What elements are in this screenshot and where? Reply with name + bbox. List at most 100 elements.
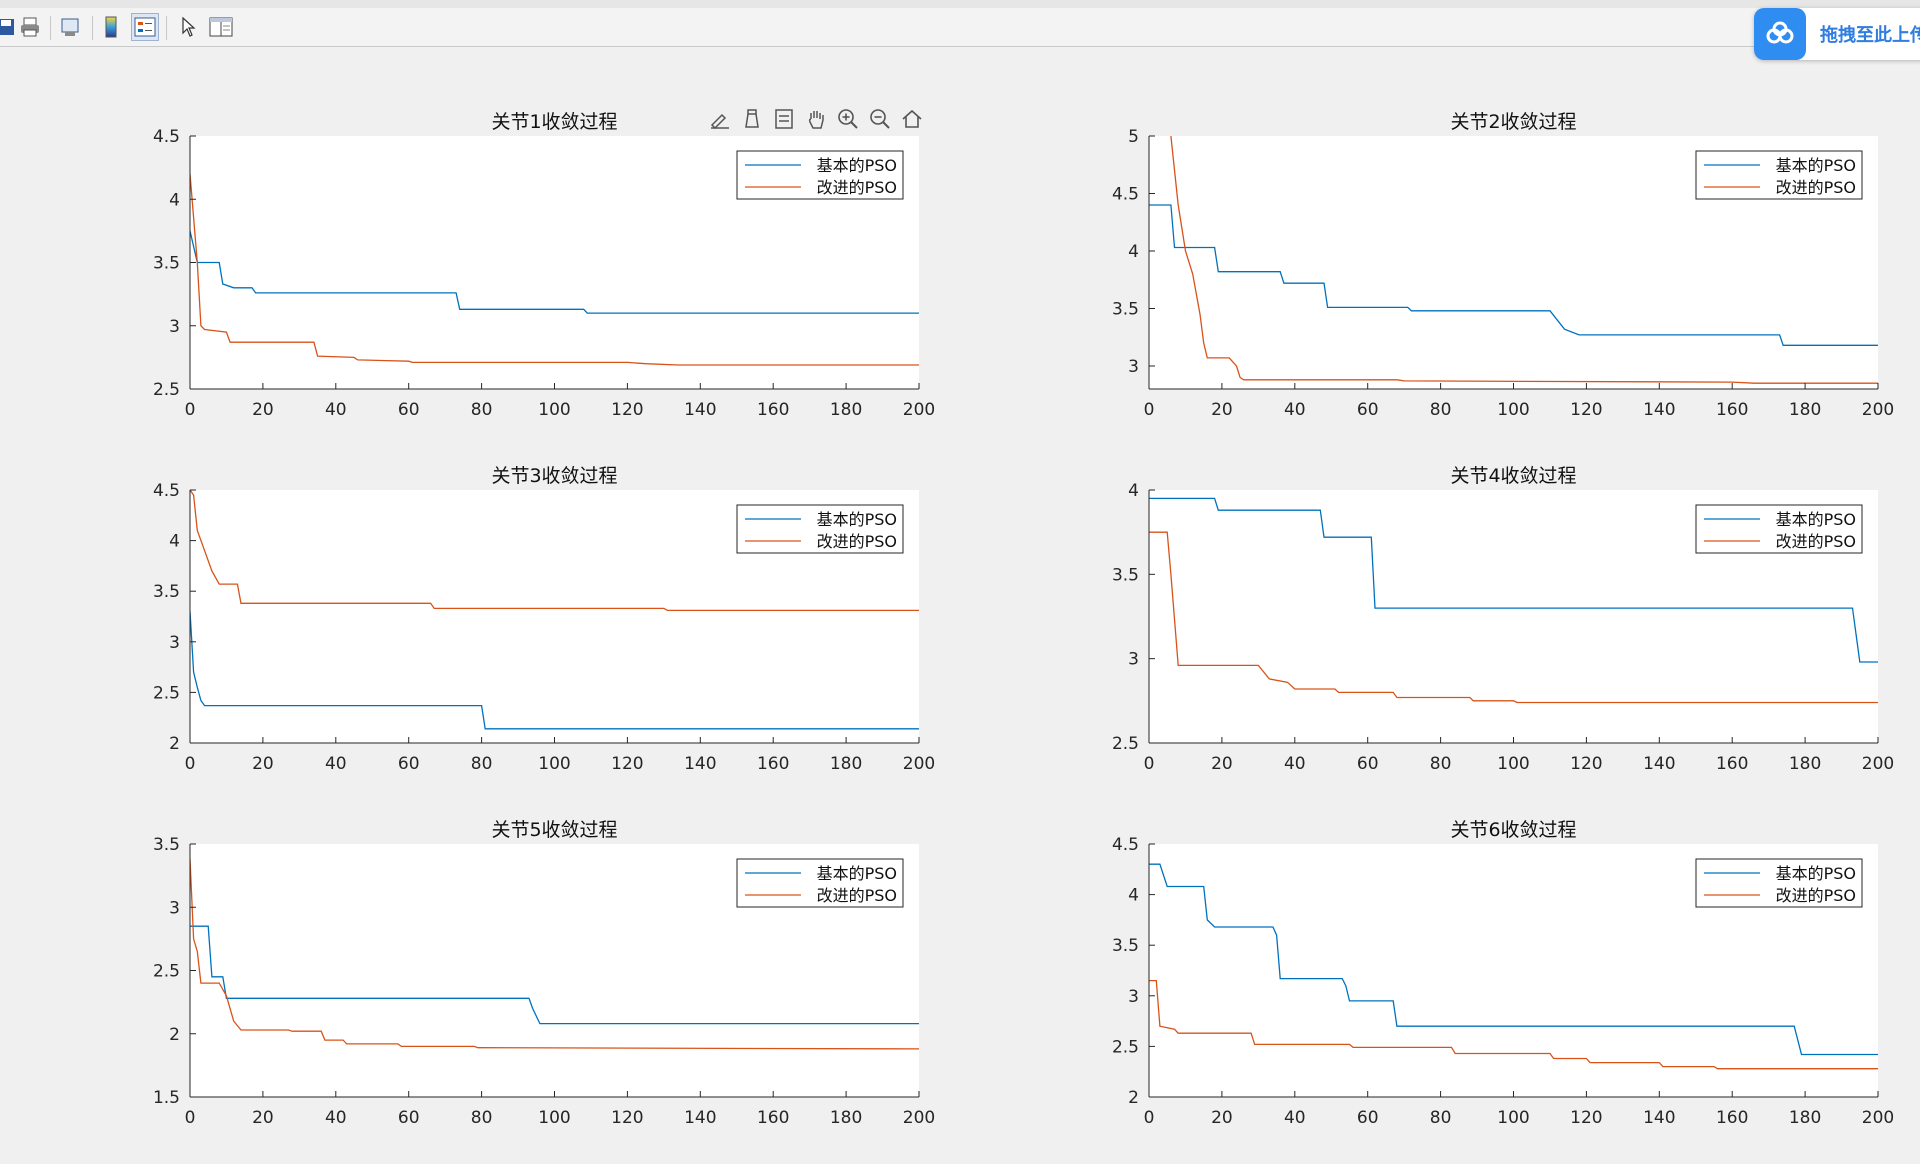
y-tick-label: 2.5 [1112, 1037, 1139, 1057]
y-tick-label: 3.5 [1112, 565, 1139, 585]
chart-title: 关节3收敛过程 [491, 465, 617, 487]
toolbar-separator [166, 16, 167, 40]
x-tick-label: 80 [1430, 754, 1452, 774]
series-line-improved [190, 173, 919, 366]
x-tick-label: 120 [611, 754, 643, 774]
x-tick-label: 20 [252, 754, 274, 774]
x-tick-label: 140 [684, 400, 716, 420]
legend-icon[interactable] [131, 13, 159, 41]
series-line-improved [190, 859, 919, 1050]
legend-box [736, 858, 904, 908]
save-icon[interactable] [0, 13, 20, 41]
x-tick-label: 160 [1716, 1108, 1748, 1128]
x-tick-label: 20 [1211, 754, 1233, 774]
toolbar-separator [50, 16, 51, 40]
x-tick-label: 120 [1570, 1108, 1602, 1128]
upload-label: 拖拽至此上传 [1820, 25, 1920, 45]
x-tick-label: 200 [1862, 400, 1894, 420]
cloud-icon [1754, 8, 1806, 60]
pointer-icon[interactable] [174, 13, 202, 41]
x-tick-label: 100 [1497, 1108, 1529, 1128]
y-tick-label: 3 [169, 898, 180, 918]
x-tick-label: 160 [757, 1108, 789, 1128]
chart-title: 关节5收敛过程 [491, 819, 617, 841]
legend-label: 基本的PSO [817, 156, 897, 175]
legend-box [1695, 858, 1863, 908]
y-tick-label: 3 [1128, 987, 1139, 1007]
series-line-basic [1149, 863, 1878, 1056]
home-icon[interactable] [898, 105, 926, 133]
x-tick-label: 100 [538, 400, 570, 420]
x-tick-label: 140 [684, 1108, 716, 1128]
zoom-in-icon[interactable] [834, 105, 862, 133]
series-line-improved [1170, 136, 1878, 384]
y-tick-label: 3 [169, 633, 180, 653]
x-tick-label: 20 [252, 1108, 274, 1128]
y-tick-label: 4 [1128, 886, 1139, 906]
x-tick-label: 100 [1497, 400, 1529, 420]
print-preview-icon[interactable] [56, 13, 84, 41]
x-tick-label: 60 [1357, 754, 1379, 774]
x-tick-label: 160 [757, 400, 789, 420]
legend-label: 改进的PSO [1776, 886, 1856, 905]
x-tick-label: 200 [903, 754, 935, 774]
legend-label: 基本的PSO [1776, 156, 1856, 175]
y-tick-label: 2 [169, 1025, 180, 1045]
zoom-out-icon[interactable] [866, 105, 894, 133]
subplot-4: 0 20 40 60 80 100 120 140 160 180 200 2.5 3 3.5 4 关节4收敛… [1112, 465, 1894, 774]
x-tick-label: 140 [1643, 1108, 1675, 1128]
legend-label: 改进的PSO [1776, 178, 1856, 197]
x-tick-label: 60 [1357, 400, 1379, 420]
print-icon[interactable] [16, 13, 44, 41]
x-tick-label: 80 [471, 754, 493, 774]
x-tick-label: 0 [1144, 754, 1155, 774]
x-tick-label: 160 [1716, 400, 1748, 420]
legend-box [736, 504, 904, 554]
subplot-3: 0 20 40 60 80 100 120 140 160 180 200 2 2.5 3 3.5 4 4.5 关… [153, 465, 935, 774]
x-tick-label: 100 [538, 1108, 570, 1128]
x-tick-label: 100 [538, 754, 570, 774]
colorbar-icon[interactable] [97, 13, 125, 41]
datatips-cursor-icon[interactable] [770, 105, 798, 133]
x-tick-label: 80 [471, 1108, 493, 1128]
pan-icon[interactable] [802, 105, 830, 133]
chart-title: 关节4收敛过程 [1450, 465, 1576, 487]
legend-box [736, 150, 904, 200]
y-tick-label: 3.5 [1112, 300, 1139, 320]
x-tick-label: 0 [1144, 400, 1155, 420]
x-tick-label: 120 [1570, 400, 1602, 420]
legend-label: 基本的PSO [817, 510, 897, 529]
x-tick-label: 60 [1357, 1108, 1379, 1128]
x-tick-label: 200 [1862, 1108, 1894, 1128]
x-tick-label: 80 [1430, 400, 1452, 420]
x-tick-label: 40 [325, 1108, 347, 1128]
x-tick-label: 60 [398, 1108, 420, 1128]
x-tick-label: 80 [471, 400, 493, 420]
y-tick-label: 3.5 [153, 254, 180, 274]
legend-label: 改进的PSO [817, 532, 897, 551]
legend-label: 改进的PSO [817, 178, 897, 197]
x-tick-label: 40 [325, 400, 347, 420]
x-tick-label: 200 [903, 1108, 935, 1128]
x-tick-label: 80 [1430, 1108, 1452, 1128]
brush-icon[interactable] [706, 105, 734, 133]
y-tick-label: 2.5 [153, 380, 180, 400]
upload-badge[interactable]: 拖拽至此上传 [1754, 8, 1920, 60]
x-tick-label: 0 [185, 400, 196, 420]
legend: 基本的PSO 改进的PSO [1695, 858, 1863, 908]
x-tick-label: 120 [1570, 754, 1602, 774]
x-tick-label: 140 [684, 754, 716, 774]
series-line-improved [190, 490, 919, 612]
x-tick-label: 40 [325, 754, 347, 774]
y-tick-label: 4 [169, 532, 180, 552]
y-tick-label: 4 [1128, 481, 1139, 501]
legend: 基本的PSO 改进的PSO [736, 504, 904, 554]
data-tips-icon[interactable] [738, 105, 766, 133]
x-tick-label: 120 [611, 400, 643, 420]
y-tick-label: 2.5 [153, 683, 180, 703]
x-tick-label: 160 [757, 754, 789, 774]
property-editor-icon[interactable] [207, 13, 235, 41]
legend-label: 基本的PSO [1776, 510, 1856, 529]
series-line-basic [190, 611, 919, 730]
x-tick-label: 140 [1643, 400, 1675, 420]
